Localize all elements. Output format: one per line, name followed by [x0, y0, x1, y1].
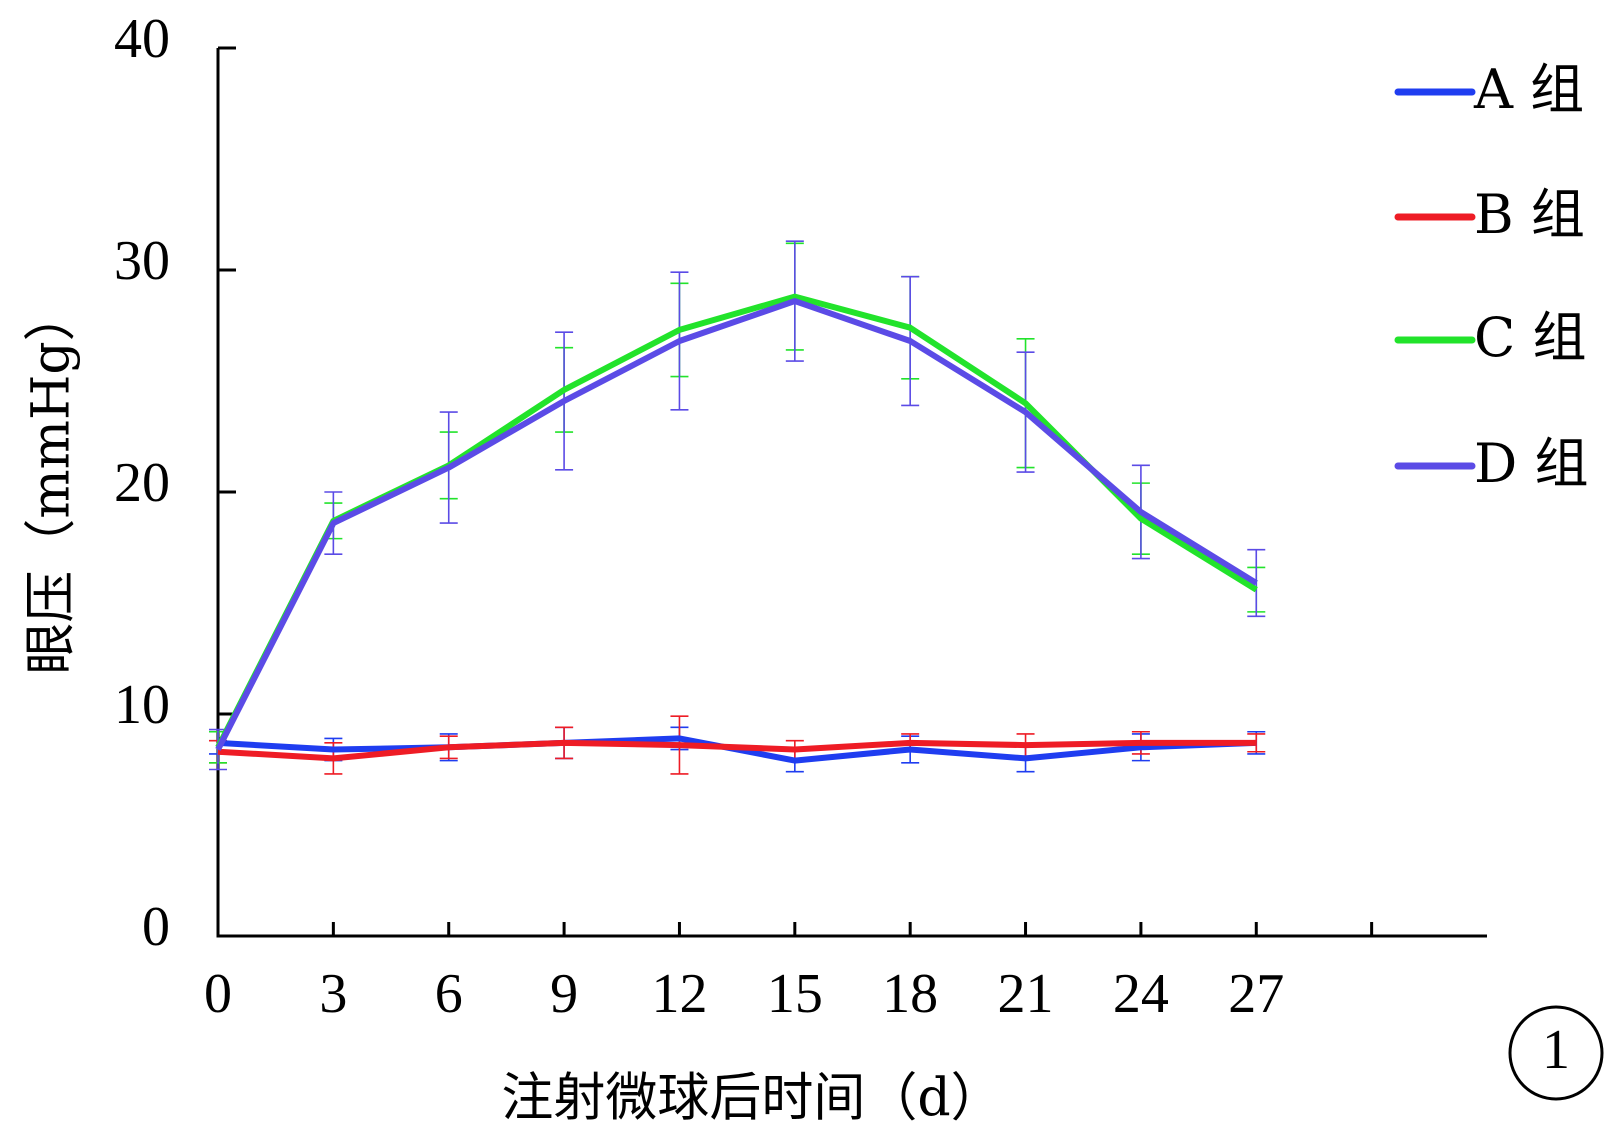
series-line-3	[215, 293, 1258, 749]
y-tick-label: 20	[114, 452, 170, 514]
legend: A 组 B 组 C 组 D 组	[1394, 58, 1588, 495]
x-tick-label: 6	[435, 963, 463, 1025]
x-tick-label: 3	[319, 963, 347, 1025]
x-tick-label: 12	[651, 963, 707, 1025]
x-axis-ticks: 0 3 6 9 12 15 18 21 24 27	[204, 922, 1374, 1025]
panel-label-text: 1	[1542, 1019, 1570, 1081]
panel-label: 1	[1508, 1005, 1604, 1101]
x-axis-title: 注射微球后时间（d）	[501, 1069, 1002, 1129]
y-axis-title: 眼压（mmHg）	[22, 289, 82, 674]
legend-label: B 组	[1474, 183, 1585, 246]
x-tick-label: 24	[1113, 963, 1169, 1025]
y-tick-label: 30	[114, 230, 170, 292]
x-tick-label: 21	[998, 963, 1054, 1025]
series-line-4	[215, 298, 1258, 751]
y-tick-label: 10	[114, 674, 170, 736]
series-line-2	[217, 739, 1257, 762]
series-layer	[209, 240, 1266, 775]
y-tick-label: 40	[114, 8, 170, 70]
y-tick-label: 0	[142, 896, 170, 958]
x-tick-label: 0	[204, 963, 232, 1025]
legend-label: A 组	[1473, 58, 1584, 121]
legend-label: C 组	[1474, 306, 1586, 369]
x-tick-label: 27	[1228, 963, 1284, 1025]
x-tick-label: 9	[550, 963, 578, 1025]
y-axis-ticks: 0 10 20 30 40	[114, 8, 236, 958]
axes	[216, 48, 1487, 938]
x-tick-label: 15	[767, 963, 823, 1025]
legend-label: D 组	[1474, 432, 1588, 495]
x-tick-label: 18	[882, 963, 938, 1025]
